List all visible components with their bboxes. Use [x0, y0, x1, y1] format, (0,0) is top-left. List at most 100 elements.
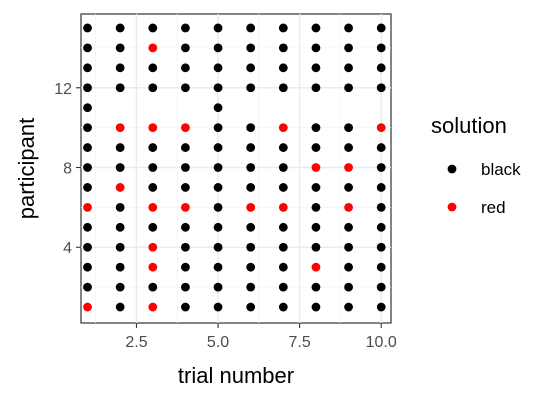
data-point-p10-t1 — [83, 123, 92, 133]
data-point-p6-t7 — [278, 202, 288, 212]
data-point-p10-t9 — [344, 123, 353, 133]
data-point-p3-t7 — [278, 262, 288, 272]
legend-key-black — [447, 164, 457, 174]
data-point-p1-t1 — [83, 302, 92, 312]
data-point-p13-t9 — [344, 63, 353, 73]
data-point-p7-t4 — [181, 183, 190, 192]
data-point-p8-t3 — [148, 163, 158, 172]
data-point-p2-t3 — [148, 282, 158, 292]
data-point-p14-t5 — [213, 43, 223, 53]
data-point-p15-t1 — [83, 23, 92, 33]
data-point-p12-t8 — [311, 83, 321, 93]
data-point-p11-t5 — [213, 103, 223, 113]
data-point-p13-t2 — [115, 63, 125, 73]
data-point-p9-t7 — [278, 143, 288, 152]
y-tick-label: 8 — [63, 161, 72, 178]
data-point-p4-t9 — [344, 242, 353, 252]
data-point-p13-t3 — [148, 63, 158, 73]
data-point-p15-t9 — [344, 23, 353, 33]
data-point-p4-t7 — [278, 242, 288, 252]
data-point-p13-t5 — [213, 63, 223, 73]
data-point-p8-t1 — [83, 163, 92, 172]
data-point-p14-t2 — [115, 43, 125, 53]
data-point-p5-t1 — [83, 222, 92, 232]
plot-panel — [80, 13, 392, 324]
data-point-p12-t3 — [148, 83, 158, 93]
data-point-p5-t3 — [148, 222, 158, 232]
data-point-p12-t5 — [213, 83, 223, 93]
data-point-p10-t3 — [148, 123, 158, 133]
data-point-p6-t2 — [115, 202, 125, 212]
data-point-p8-t5 — [213, 163, 223, 172]
data-point-p6-t9 — [344, 202, 353, 212]
data-point-p15-t2 — [115, 23, 125, 33]
data-point-p9-t4 — [181, 143, 190, 152]
y-tick-label: 12 — [54, 81, 72, 98]
data-point-p1-t5 — [213, 302, 223, 312]
data-point-p4-t4 — [181, 242, 190, 252]
data-point-p7-t3 — [148, 183, 158, 192]
data-point-p15-t7 — [278, 23, 288, 33]
data-point-p3-t1 — [83, 262, 92, 272]
data-point-p4-t1 — [83, 242, 92, 252]
data-point-p12-t7 — [278, 83, 288, 93]
x-axis-title: trial number — [178, 363, 294, 388]
data-point-p11-t1 — [83, 103, 92, 113]
data-point-p8-t8 — [311, 163, 321, 172]
data-points — [83, 23, 386, 312]
data-point-p2-t2 — [115, 282, 125, 292]
data-point-p2-t5 — [213, 282, 223, 292]
data-point-p7-t2 — [115, 183, 125, 192]
data-point-p8-t2 — [115, 163, 125, 172]
data-point-p14-t4 — [181, 43, 190, 53]
data-point-p14-t3 — [148, 43, 158, 53]
data-point-p13-t7 — [278, 63, 288, 73]
data-point-p12-t1 — [83, 83, 92, 93]
x-axis-ticks: 2.5 5.0 7.5 10.0 — [125, 323, 397, 351]
data-point-p10-t8 — [311, 123, 321, 133]
data-point-p2-t9 — [344, 282, 353, 292]
data-point-p13-t10 — [376, 63, 386, 73]
data-point-p1-t7 — [278, 302, 288, 312]
data-point-p7-t8 — [311, 183, 321, 192]
data-point-p15-t5 — [213, 23, 223, 33]
data-point-p6-t5 — [213, 202, 223, 212]
data-point-p2-t10 — [376, 282, 386, 292]
data-point-p8-t4 — [181, 163, 190, 172]
data-point-p8-t7 — [278, 163, 288, 172]
legend: black red — [447, 160, 521, 217]
y-tick-label: 4 — [63, 240, 72, 257]
data-point-p15-t8 — [311, 23, 321, 33]
data-point-p5-t4 — [181, 222, 190, 232]
data-point-p1-t3 — [148, 302, 158, 312]
data-point-p12-t2 — [115, 83, 125, 93]
data-point-p10-t7 — [278, 123, 288, 133]
data-point-p6-t8 — [311, 202, 321, 212]
data-point-p1-t6 — [246, 302, 256, 312]
data-point-p2-t1 — [83, 282, 92, 292]
data-point-p9-t5 — [213, 143, 223, 152]
data-point-p9-t3 — [148, 143, 158, 152]
data-point-p5-t6 — [246, 222, 256, 232]
data-point-p4-t2 — [115, 242, 125, 252]
x-tick-label: 2.5 — [125, 334, 147, 351]
data-point-p3-t5 — [213, 262, 223, 272]
data-point-p4-t8 — [311, 242, 321, 252]
data-point-p9-t2 — [115, 143, 125, 152]
data-point-p13-t8 — [311, 63, 321, 73]
data-point-p2-t4 — [181, 282, 190, 292]
data-point-p5-t10 — [376, 222, 386, 232]
data-point-p13-t6 — [246, 63, 256, 73]
data-point-p1-t10 — [376, 302, 386, 312]
data-point-p7-t6 — [246, 183, 256, 192]
data-point-p15-t4 — [181, 23, 190, 33]
data-point-p4-t10 — [376, 242, 386, 252]
data-point-p5-t8 — [311, 222, 321, 232]
data-point-p3-t10 — [376, 262, 386, 272]
data-point-p10-t2 — [115, 123, 125, 133]
data-point-p12-t9 — [344, 83, 353, 93]
data-point-p4-t6 — [246, 242, 256, 252]
data-point-p4-t3 — [148, 242, 158, 252]
data-point-p14-t6 — [246, 43, 256, 53]
